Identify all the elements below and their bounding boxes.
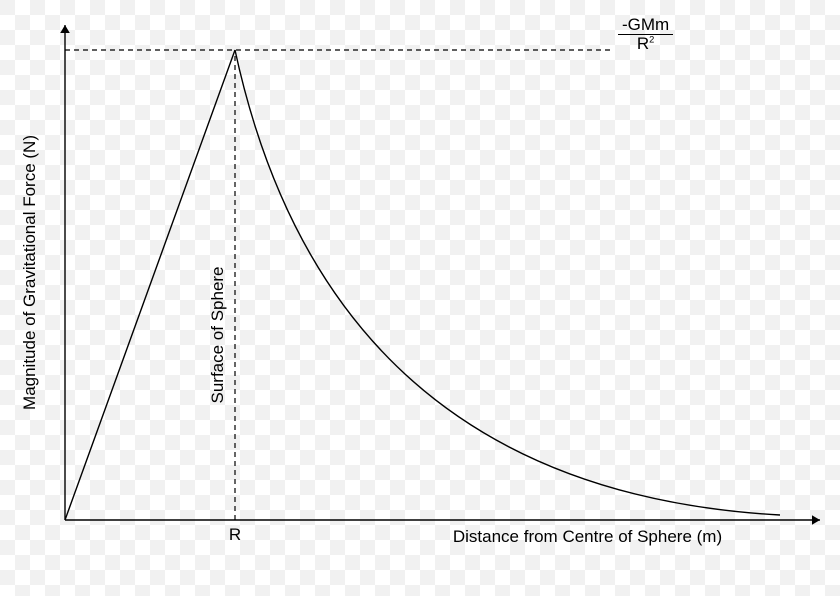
x-axis-label: Distance from Centre of Sphere (m)	[453, 527, 722, 546]
y-axis-label: Magnitude of Gravitational Force (N)	[20, 135, 39, 410]
y-axis-arrow	[60, 25, 70, 33]
inverse-square-segment	[235, 50, 780, 515]
surface-label: Surface of Sphere	[208, 266, 227, 403]
r-tick-label: R	[229, 525, 241, 544]
x-axis-arrow	[812, 515, 820, 525]
gravitational-force-chart: R Distance from Centre of Sphere (m) Magni…	[0, 0, 840, 596]
